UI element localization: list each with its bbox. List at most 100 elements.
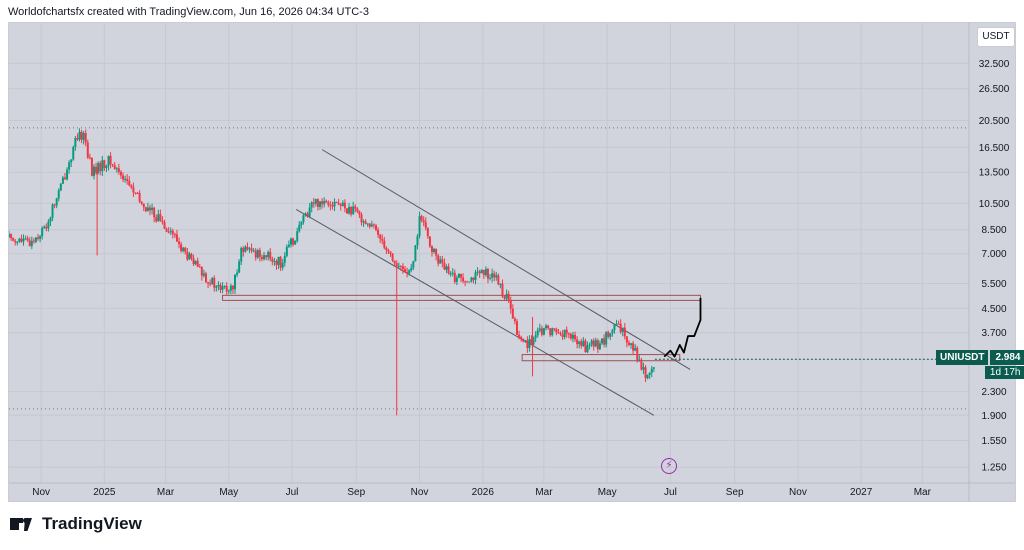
candle-body	[501, 283, 504, 297]
candle-body	[625, 336, 628, 343]
candle-body	[360, 214, 363, 223]
candle-body	[132, 187, 135, 193]
y-tick-label: 1.900	[981, 411, 1006, 422]
candle-body	[613, 324, 616, 331]
candle-body	[113, 165, 116, 169]
candle-body	[441, 259, 444, 263]
candle-body	[142, 203, 145, 208]
candle-body	[619, 323, 622, 332]
candle-body	[213, 278, 216, 288]
candle-body	[348, 207, 351, 214]
price-chart[interactable]: 32.500 26.500 20.500 16.500 13.500 10.500 8.50…	[9, 23, 1015, 501]
candle-body	[549, 328, 552, 336]
candle-body	[640, 359, 643, 370]
candle-body	[609, 333, 612, 337]
y-tick-label: 26.500	[979, 84, 1010, 95]
x-tick-label: Mar	[535, 487, 553, 498]
candle-body	[397, 265, 400, 267]
candle-body	[439, 259, 442, 264]
candle-body	[211, 278, 214, 285]
candle-body	[329, 204, 332, 206]
candle-body	[41, 227, 44, 237]
candle-body	[592, 340, 595, 347]
currency-button[interactable]: USDT	[977, 27, 1015, 47]
y-tick-label: 32.500	[979, 59, 1010, 70]
candle-body	[404, 269, 407, 273]
candle-body	[603, 338, 606, 345]
candle-body	[341, 202, 344, 206]
candle-body	[215, 286, 218, 288]
candle-body	[416, 236, 419, 246]
x-tick-label: May	[598, 487, 617, 498]
candle-body	[586, 345, 589, 353]
candle-body	[588, 344, 591, 346]
candle-body	[470, 277, 473, 282]
candle-body	[9, 234, 10, 238]
candle-body	[551, 328, 554, 336]
candle-body	[524, 340, 527, 342]
candle-body	[379, 234, 382, 239]
candle-body	[238, 261, 241, 273]
candle-body	[194, 260, 197, 265]
candle-body	[368, 223, 371, 227]
y-tick-label: 20.500	[979, 116, 1010, 127]
candle-body	[495, 275, 498, 278]
candle-body	[468, 281, 471, 283]
candle-body	[387, 250, 390, 252]
candle-body	[522, 338, 525, 342]
candle-body	[343, 202, 346, 209]
candle-body	[265, 255, 268, 258]
candle-body	[652, 367, 655, 369]
candle-body	[563, 329, 566, 338]
candle-body	[269, 251, 272, 259]
candle-body	[18, 238, 21, 242]
candle-body	[167, 231, 170, 233]
lightning-icon[interactable]: ⚡	[661, 458, 677, 474]
candle-body	[236, 272, 239, 275]
y-tick-label: 3.700	[981, 328, 1006, 339]
candle-body	[258, 250, 261, 257]
candle-body	[209, 283, 212, 285]
candle-body	[594, 340, 597, 347]
candle-body	[331, 205, 334, 207]
candle-body	[345, 208, 348, 214]
candle-body	[68, 162, 71, 170]
candle-body	[273, 261, 276, 263]
candle-body	[530, 339, 533, 345]
x-tick-label: 2026	[472, 487, 495, 498]
candle-body	[542, 328, 545, 335]
candle-body	[505, 293, 508, 299]
brand-name: TradingView	[42, 514, 142, 533]
candle-body	[480, 270, 483, 274]
candle-body	[76, 138, 79, 140]
candle-body	[393, 260, 396, 264]
candle-body	[476, 271, 479, 273]
candle-body	[109, 155, 112, 165]
candle-body	[644, 367, 647, 379]
candle-body	[97, 163, 100, 173]
candle-body	[217, 284, 220, 287]
candle-body	[72, 146, 75, 160]
x-tick-label: 2025	[93, 487, 116, 498]
candle-body	[430, 246, 433, 253]
candle-body	[70, 159, 73, 163]
candle-body	[101, 160, 104, 172]
candle-body	[445, 266, 448, 270]
y-tick-label: 1.550	[981, 436, 1006, 447]
candle-body	[559, 333, 562, 335]
candle-body	[300, 222, 303, 225]
candle-body	[433, 249, 436, 253]
candle-body	[169, 230, 172, 232]
candle-body	[55, 198, 58, 206]
candle-body	[178, 241, 181, 245]
candle-body	[86, 142, 89, 158]
candle-body	[518, 334, 521, 337]
candle-body	[24, 238, 27, 240]
candle-body	[161, 220, 164, 223]
candle-body	[221, 286, 224, 290]
candle-body	[126, 178, 129, 181]
candle-body	[370, 224, 373, 227]
candle-body	[507, 293, 510, 301]
candle-body	[59, 183, 62, 191]
chart-area[interactable]: 32.500 26.500 20.500 16.500 13.500 10.500 8.50…	[8, 22, 1024, 502]
